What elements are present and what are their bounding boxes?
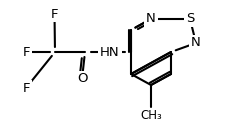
Text: O: O xyxy=(77,72,87,85)
Text: S: S xyxy=(186,13,194,26)
Text: N: N xyxy=(191,36,201,50)
Text: F: F xyxy=(51,8,58,21)
Text: HN: HN xyxy=(100,45,120,58)
Text: CH₃: CH₃ xyxy=(140,109,162,122)
Text: F: F xyxy=(22,45,30,58)
Text: N: N xyxy=(146,13,156,26)
Text: F: F xyxy=(22,82,30,94)
